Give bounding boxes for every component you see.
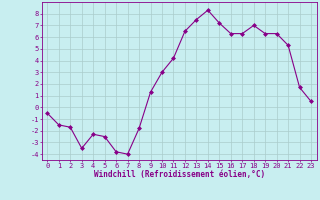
X-axis label: Windchill (Refroidissement éolien,°C): Windchill (Refroidissement éolien,°C) xyxy=(94,170,265,179)
